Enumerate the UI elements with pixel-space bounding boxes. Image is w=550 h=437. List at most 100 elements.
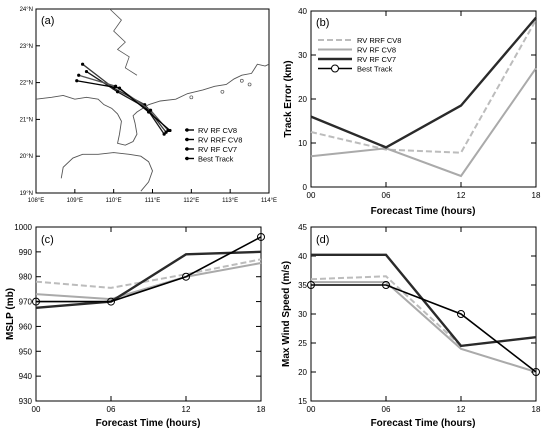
y-tick-label: 940 <box>19 372 33 381</box>
series-point <box>257 232 265 241</box>
legend-label: RV RRF CV8 <box>198 136 242 145</box>
series-line <box>310 16 537 149</box>
legend-label: RV RF CV8 <box>198 126 237 135</box>
y-tick-label: 22°N <box>20 81 33 87</box>
x-tick-label: 12 <box>457 191 466 200</box>
series-line <box>35 250 262 309</box>
y-tick-label: 40 <box>298 252 307 261</box>
track-point <box>81 62 85 66</box>
y-tick-label: 980 <box>19 273 33 282</box>
legend-label: Best Track <box>357 65 393 74</box>
y-tick-label: 21°N <box>20 117 33 123</box>
panel-b-label: (b) <box>316 17 329 29</box>
coastline <box>35 8 270 192</box>
y-tick-label: 950 <box>19 347 33 356</box>
coastline-hainan <box>60 152 153 192</box>
y-tick-label: 35 <box>298 281 307 290</box>
series-line <box>36 236 262 303</box>
series-line <box>310 67 537 178</box>
x-tick-label: 12 <box>457 405 466 414</box>
y-tick-label: 970 <box>19 298 33 307</box>
panel-a-frame <box>35 8 270 194</box>
legend-marker <box>185 137 189 142</box>
x-tick-label: 18 <box>532 191 541 200</box>
x-tick-label: 114°E <box>261 198 277 204</box>
y-tick-label: 960 <box>19 322 33 331</box>
panel-c-ylabel: MSLP (mb) <box>5 288 16 340</box>
series-point <box>107 297 115 306</box>
series-point <box>182 272 190 281</box>
panel-d-frame <box>310 226 537 402</box>
track-point <box>162 132 166 136</box>
panel-c-xlabel: Forecast Time (hours) <box>96 418 201 429</box>
track-point <box>115 90 120 94</box>
island <box>239 78 244 83</box>
panel-a-map: (a) 108°E 109°E 110°E 111°E 112°E 113°E 114°E1… <box>20 7 277 204</box>
y-tick-label: 45 <box>298 223 307 232</box>
y-tick-label: 20 <box>298 368 307 377</box>
series-line <box>35 258 262 289</box>
series-line <box>311 281 537 373</box>
x-tick-label: 00 <box>32 405 41 414</box>
x-tick-label: 18 <box>257 405 266 414</box>
x-tick-label: 00 <box>307 405 316 414</box>
panel-b-track-error: (b) 00 06 12 18 0 10 20 30 40 Forecast Time (hou… <box>283 7 541 217</box>
panel-a-label: (a) <box>41 15 54 27</box>
y-tick-label: 990 <box>19 248 33 257</box>
x-tick-label: 06 <box>382 405 391 414</box>
track-line <box>76 80 171 131</box>
panel-d-plot: 00 06 12 18 15 20 25 30 35 40 45 <box>298 223 541 414</box>
y-tick-label: 930 <box>19 397 33 406</box>
x-tick-label: 113°E <box>222 198 238 204</box>
y-tick-label: 30 <box>298 310 307 319</box>
legend-marker <box>331 64 339 73</box>
track-point <box>77 73 81 77</box>
track-point <box>147 110 151 114</box>
panel-b-xlabel: Forecast Time (hours) <box>371 206 476 217</box>
series-point <box>382 281 390 289</box>
series-line <box>310 275 537 347</box>
island <box>247 82 252 87</box>
panel-d-ylabel: Max Wind Speed (m/s) <box>281 261 292 367</box>
x-tick-label: 06 <box>107 405 116 414</box>
panel-c-label: (c) <box>41 234 54 246</box>
y-tick-label: 20 <box>298 95 307 104</box>
panel-b-plot: 00 06 12 18 0 10 20 30 40 <box>298 7 541 200</box>
legend-marker <box>185 128 189 132</box>
y-tick-label: 0 <box>303 183 308 192</box>
x-tick-label: 12 <box>182 405 191 414</box>
panel-b-ylabel: Track Error (km) <box>283 60 294 137</box>
panel-b-frame <box>310 10 537 188</box>
series-line <box>311 253 537 348</box>
panel-a-tracks <box>75 62 172 136</box>
series-point <box>457 310 465 318</box>
x-tick-label: 18 <box>532 405 541 414</box>
panel-d-max-wind: (d) 00 06 12 18 15 20 25 30 35 40 45 Forecast Time… <box>281 223 541 429</box>
x-tick-label: 108°E <box>28 198 44 204</box>
island <box>189 95 194 100</box>
y-tick-label: 1000 <box>14 223 32 232</box>
series-point <box>32 297 40 306</box>
track-line <box>78 74 169 131</box>
series-line <box>310 19 537 154</box>
y-tick-label: 24°N <box>20 7 33 13</box>
x-tick-label: 06 <box>382 191 391 200</box>
y-tick-label: 30 <box>298 51 307 60</box>
legend-label: RV RF CV7 <box>357 55 396 64</box>
y-tick-label: 19°N <box>20 191 33 197</box>
y-tick-label: 10 <box>298 139 307 148</box>
panel-a-ticks: 108°E 109°E 110°E 111°E 112°E 113°E 114°E 19°N 2… <box>20 7 277 204</box>
province-border <box>109 8 138 76</box>
island <box>220 89 225 94</box>
legend-marker <box>185 156 189 161</box>
y-tick-label: 25 <box>298 339 307 348</box>
series-point <box>532 368 540 376</box>
legend-label: Best Track <box>198 155 234 164</box>
y-tick-label: 20°N <box>20 154 33 160</box>
y-tick-label: 15 <box>298 397 307 406</box>
panel-d-label: (d) <box>316 234 329 246</box>
track-point <box>117 86 122 90</box>
